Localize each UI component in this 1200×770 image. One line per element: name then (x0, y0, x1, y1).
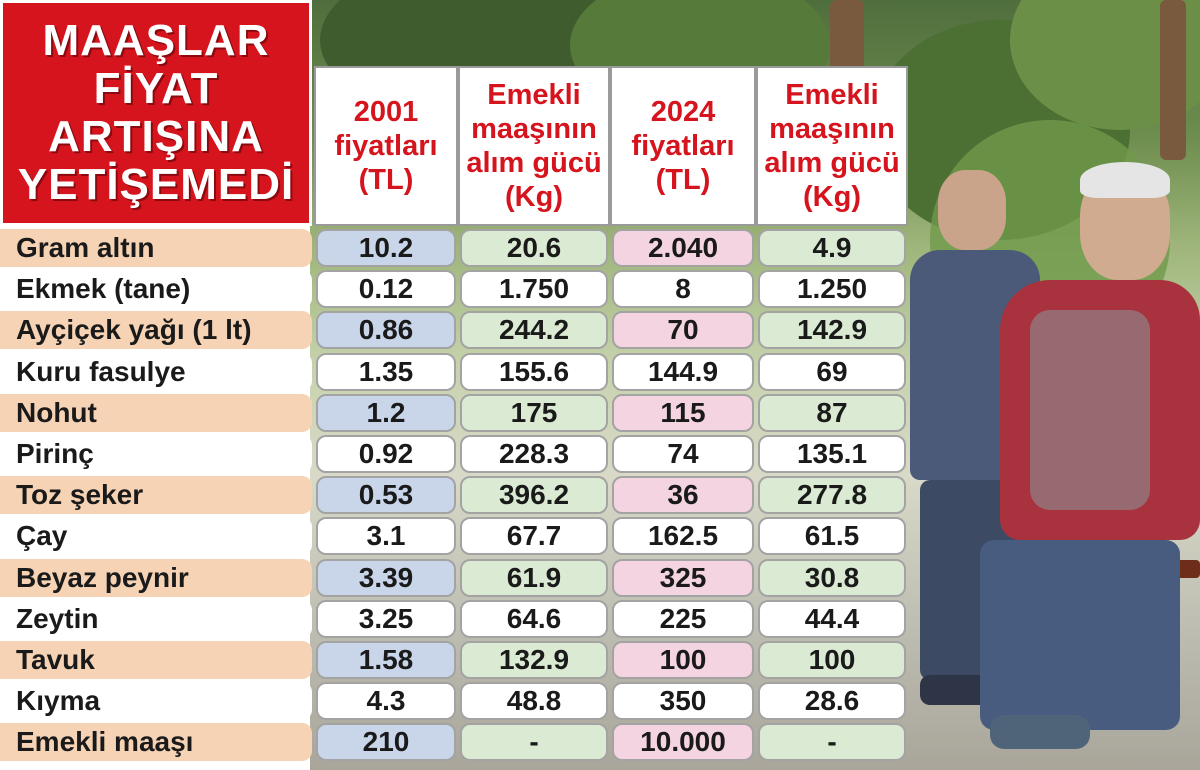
table-cell: 2.040 (612, 229, 754, 267)
table-cell: 69 (758, 353, 906, 391)
table-cell: 225 (612, 600, 754, 638)
table-cell: 210 (316, 723, 456, 761)
table-cell: 1.750 (460, 270, 608, 308)
table-cell: 70 (612, 311, 754, 349)
row-label: Pirinç (0, 435, 312, 473)
column-header-label: Emekli maaşının alım gücü (Kg) (466, 79, 602, 213)
table-cell: 10.000 (612, 723, 754, 761)
column-header-2024-prices: 2024 fiyatları (TL) (610, 66, 756, 226)
headline-line: MAAŞLAR (42, 16, 270, 65)
table-cell: 61.5 (758, 517, 906, 555)
row-label: Ekmek (tane) (0, 270, 312, 308)
table-cell: - (758, 723, 906, 761)
headline-line: YETİŞEMEDİ (17, 160, 295, 209)
table-cell: 1.35 (316, 353, 456, 391)
table-cell: 3.39 (316, 559, 456, 597)
row-label: Ayçiçek yağı (1 lt) (0, 311, 312, 349)
row-label: Gram altın (0, 229, 312, 267)
row-label: Emekli maaşı (0, 723, 312, 761)
column-header-purchasing-power-2024: Emekli maaşının alım gücü (Kg) (756, 66, 908, 226)
table-cell: 67.7 (460, 517, 608, 555)
column-header-label: Emekli maaşının alım gücü (Kg) (764, 79, 900, 213)
table-cell: 155.6 (460, 353, 608, 391)
table-cell: 3.25 (316, 600, 456, 638)
column-header-2001-prices: 2001 fiyatları (TL) (314, 66, 458, 226)
table-cell: 8 (612, 270, 754, 308)
row-label: Nohut (0, 394, 312, 432)
table-cell: 1.250 (758, 270, 906, 308)
table-cell: 28.6 (758, 682, 906, 720)
table-cell: 4.9 (758, 229, 906, 267)
table-cell: 350 (612, 682, 754, 720)
table-cell: 64.6 (460, 600, 608, 638)
row-label: Kıyma (0, 682, 312, 720)
row-label: Tavuk (0, 641, 312, 679)
column-header-label: 2024 fiyatları (TL) (631, 96, 735, 196)
table-cell: 100 (758, 641, 906, 679)
table-cell: 132.9 (460, 641, 608, 679)
row-label: Çay (0, 517, 312, 555)
table-cell: 61.9 (460, 559, 608, 597)
table-cell: 74 (612, 435, 754, 473)
table-cell: 0.86 (316, 311, 456, 349)
table-cell: 144.9 (612, 353, 754, 391)
table-cell: 48.8 (460, 682, 608, 720)
table-cell: 0.12 (316, 270, 456, 308)
table-cell: 228.3 (460, 435, 608, 473)
table-cell: 36 (612, 476, 754, 514)
table-cell: 44.4 (758, 600, 906, 638)
table-cell: 162.5 (612, 517, 754, 555)
headline-line: FİYAT (93, 64, 219, 113)
table-cell: 100 (612, 641, 754, 679)
table-cell: 1.58 (316, 641, 456, 679)
column-header-label: 2001 fiyatları (TL) (334, 96, 438, 196)
headline-box: MAAŞLAR FİYAT ARTIŞINA YETİŞEMEDİ (0, 0, 312, 226)
column-header-purchasing-power-2001: Emekli maaşının alım gücü (Kg) (458, 66, 610, 226)
table-cell: 0.53 (316, 476, 456, 514)
table-cell: 3.1 (316, 517, 456, 555)
table-cell: 4.3 (316, 682, 456, 720)
table-cell: 10.2 (316, 229, 456, 267)
table-cell: 115 (612, 394, 754, 432)
table-cell: 142.9 (758, 311, 906, 349)
row-label: Zeytin (0, 600, 312, 638)
table-cell: 244.2 (460, 311, 608, 349)
table-cell: 0.92 (316, 435, 456, 473)
table-cell: 277.8 (758, 476, 906, 514)
table-cell: - (460, 723, 608, 761)
table-cell: 396.2 (460, 476, 608, 514)
table-cell: 175 (460, 394, 608, 432)
table-cell: 87 (758, 394, 906, 432)
row-label: Beyaz peynir (0, 559, 312, 597)
table-cell: 30.8 (758, 559, 906, 597)
row-label: Toz şeker (0, 476, 312, 514)
person-right (970, 162, 1200, 760)
table-cell: 135.1 (758, 435, 906, 473)
table-cell: 1.2 (316, 394, 456, 432)
headline-line: ARTIŞINA (48, 112, 264, 161)
table-cell: 325 (612, 559, 754, 597)
row-label: Kuru fasulye (0, 353, 312, 391)
table-cell: 20.6 (460, 229, 608, 267)
